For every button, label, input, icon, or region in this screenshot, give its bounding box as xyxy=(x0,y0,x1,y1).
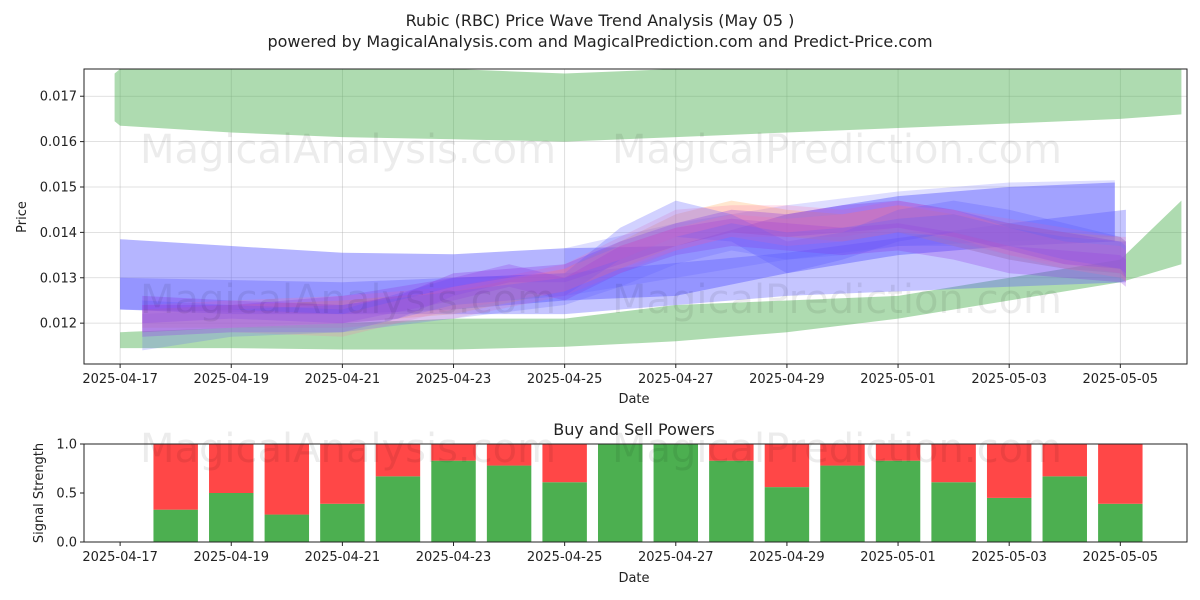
signal-axes: 0.0 0.5 1.0 2025-04-17 2025-04-19 2025-04-21 2… xyxy=(56,438,1158,566)
price-x-tick-label: 2025-05-01 xyxy=(860,372,936,387)
price-band-1 xyxy=(120,200,1182,350)
price-chart: MagicalAnalysis.com MagicalPrediction.co… xyxy=(15,68,1188,407)
price-band-2 xyxy=(120,182,1115,315)
buy-bar xyxy=(431,460,476,542)
sell-bar xyxy=(320,444,365,504)
price-y-tick-label: 0.012 xyxy=(40,317,77,332)
sell-bar xyxy=(153,444,198,510)
sell-bar xyxy=(764,444,810,488)
price-x-tick-label: 2025-04-19 xyxy=(193,372,269,387)
watermark-analysis-top: MagicalAnalysis.com xyxy=(140,127,556,173)
watermark-prediction-mid: MagicalPrediction.com xyxy=(612,277,1062,323)
buy-bar xyxy=(986,497,1032,542)
buy-bar xyxy=(875,460,921,542)
price-y-tick-label: 0.013 xyxy=(40,271,77,286)
sell-bar xyxy=(209,444,254,493)
sell-bar xyxy=(264,444,310,515)
price-x-tick-label: 2025-04-17 xyxy=(82,372,158,387)
signal-x-tick-label: 2025-05-05 xyxy=(1083,550,1159,565)
price-x-tick-label: 2025-05-03 xyxy=(971,372,1047,387)
signal-y-tick-label: 1.0 xyxy=(56,438,77,453)
sell-bar xyxy=(875,444,921,461)
signal-x-tick-label: 2025-05-03 xyxy=(971,550,1047,565)
price-band-10 xyxy=(142,205,1126,337)
price-grid xyxy=(84,69,1187,364)
price-band-4 xyxy=(120,209,1126,315)
signal-y-axis-label: Signal Strength xyxy=(32,443,47,543)
signal-x-tick-label: 2025-04-27 xyxy=(638,550,714,565)
watermark-prediction-top: MagicalPrediction.com xyxy=(612,127,1062,173)
buy-bar xyxy=(931,482,976,542)
sell-bar xyxy=(486,444,532,466)
price-plot-area xyxy=(84,69,1187,364)
signal-chart: Buy and Sell Powers MagicalAnalysis.com … xyxy=(32,420,1188,586)
price-y-tick-label: 0.015 xyxy=(40,181,77,196)
buy-bar xyxy=(820,465,865,542)
price-band-7 xyxy=(142,200,1126,324)
figure-title-line2: powered by MagicalAnalysis.com and Magic… xyxy=(267,32,932,51)
price-band-3 xyxy=(564,180,1115,296)
signal-x-tick-label: 2025-04-21 xyxy=(305,550,381,565)
sell-bar xyxy=(1042,444,1087,477)
buy-bar xyxy=(597,444,643,542)
signal-x-tick-label: 2025-04-29 xyxy=(749,550,825,565)
price-band-9 xyxy=(142,218,1126,333)
sell-bar xyxy=(986,444,1032,498)
sell-bar xyxy=(1098,444,1143,504)
buy-bar xyxy=(709,460,754,542)
signal-x-axis-label: Date xyxy=(618,571,649,586)
signal-y-tick-label: 0.0 xyxy=(56,536,77,551)
price-band-8 xyxy=(142,200,1126,337)
signal-x-tick-label: 2025-04-25 xyxy=(527,550,603,565)
price-y-tick-label: 0.017 xyxy=(40,90,77,105)
sell-bar xyxy=(431,444,476,461)
price-band-11 xyxy=(142,214,1126,351)
signal-bars xyxy=(153,444,1143,542)
price-band-6 xyxy=(142,200,1126,333)
price-band-0 xyxy=(114,69,1182,142)
signal-chart-title: Buy and Sell Powers xyxy=(553,420,715,439)
buy-bar xyxy=(1098,503,1143,542)
watermark-analysis-bottom: MagicalAnalysis.com xyxy=(140,426,556,472)
watermark-prediction-bottom: MagicalPrediction.com xyxy=(612,426,1062,472)
buy-bar xyxy=(653,444,699,542)
signal-x-tick-label: 2025-04-23 xyxy=(416,550,492,565)
signal-x-tick-label: 2025-05-01 xyxy=(860,550,936,565)
price-x-tick-label: 2025-04-25 xyxy=(527,372,603,387)
price-x-tick-label: 2025-05-05 xyxy=(1083,372,1159,387)
figure-title-line1: Rubic (RBC) Price Wave Trend Analysis (M… xyxy=(406,11,795,30)
price-x-tick-label: 2025-04-23 xyxy=(416,372,492,387)
buy-bar xyxy=(542,482,587,542)
price-x-tick-label: 2025-04-21 xyxy=(305,372,381,387)
price-x-tick-label: 2025-04-29 xyxy=(749,372,825,387)
signal-x-tick-label: 2025-04-17 xyxy=(82,550,158,565)
price-axes: 0.012 0.013 0.014 0.015 0.016 0.017 2025-04-17… xyxy=(40,90,1158,387)
sell-bar xyxy=(820,444,865,466)
buy-bar xyxy=(764,487,810,542)
price-y-axis-label: Price xyxy=(15,201,30,233)
buy-bar xyxy=(375,476,421,542)
sell-bar xyxy=(542,444,587,483)
watermark-analysis-mid: MagicalAnalysis.com xyxy=(140,277,556,323)
buy-bar xyxy=(1042,476,1087,542)
buy-bar xyxy=(209,493,254,542)
price-y-tick-label: 0.016 xyxy=(40,135,77,150)
price-plot-frame xyxy=(83,68,1188,365)
buy-bar xyxy=(264,514,310,542)
sell-bar xyxy=(375,444,421,477)
signal-y-tick-label: 0.5 xyxy=(56,487,77,502)
price-x-axis-label: Date xyxy=(618,392,649,407)
price-bands xyxy=(114,69,1182,351)
buy-bar xyxy=(486,465,532,542)
price-x-tick-label: 2025-04-27 xyxy=(638,372,714,387)
buy-bar xyxy=(153,509,198,542)
price-band-5 xyxy=(142,200,1126,328)
signal-x-tick-label: 2025-04-19 xyxy=(193,550,269,565)
buy-bar xyxy=(320,503,365,542)
sell-bar xyxy=(931,444,976,483)
price-y-tick-label: 0.014 xyxy=(40,226,77,241)
sell-bar xyxy=(709,444,754,461)
